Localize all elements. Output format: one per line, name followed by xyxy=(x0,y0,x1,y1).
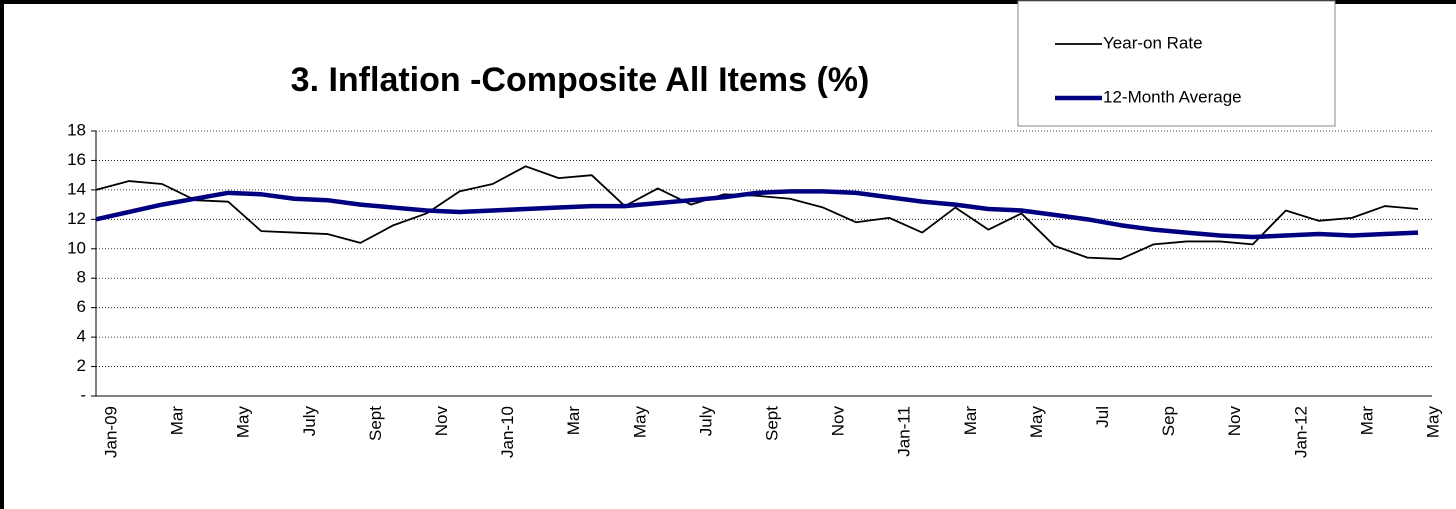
x-tick-label: July xyxy=(696,406,715,437)
y-tick-label: 4 xyxy=(77,327,86,346)
y-tick-label: 6 xyxy=(77,297,86,316)
x-tick-label: Nov xyxy=(829,406,848,437)
legend-label: Year-on Rate xyxy=(1103,33,1203,52)
x-tick-label: Nov xyxy=(1225,406,1244,437)
y-tick-label: - xyxy=(80,385,86,404)
x-tick-label: May xyxy=(630,406,649,439)
y-tick-label: 2 xyxy=(77,356,86,375)
x-tick-label: Mar xyxy=(564,406,583,436)
y-tick-label: 10 xyxy=(67,238,86,257)
x-tick-label: Jan-09 xyxy=(101,406,120,458)
y-tick-label: 12 xyxy=(67,209,86,228)
chart-title: 3. Inflation -Composite All Items (%) xyxy=(291,61,870,99)
y-tick-label: 8 xyxy=(77,268,86,287)
x-tick-label: Sept xyxy=(762,406,781,441)
x-tick-label: May xyxy=(1423,406,1442,439)
y-tick-label: 18 xyxy=(67,120,86,139)
y-tick-label: 16 xyxy=(67,150,86,169)
x-tick-label: Mar xyxy=(1357,406,1376,436)
x-tick-label: Sept xyxy=(366,406,385,441)
legend-label: 12-Month Average xyxy=(1103,87,1242,106)
x-tick-label: Jul xyxy=(1093,406,1112,428)
line-series xyxy=(95,165,1419,260)
x-tick-label: Jan-10 xyxy=(498,406,517,458)
x-tick-label: Jan-12 xyxy=(1291,406,1310,458)
x-tick-label: Mar xyxy=(961,406,980,436)
legend: Year-on Rate 12-Month Average xyxy=(1055,33,1242,106)
line-series xyxy=(95,189,1419,240)
x-tick-label: Jan-11 xyxy=(895,406,914,457)
y-tick-label: 14 xyxy=(67,179,86,198)
x-tick-label: May xyxy=(234,406,253,439)
x-tick-label: Sep xyxy=(1159,406,1178,436)
x-tick-label: May xyxy=(1027,406,1046,439)
x-tick-label: Nov xyxy=(432,406,451,437)
x-tick-label: Mar xyxy=(168,406,187,436)
legend-box xyxy=(1017,0,1336,127)
x-tick-label: July xyxy=(300,406,319,437)
